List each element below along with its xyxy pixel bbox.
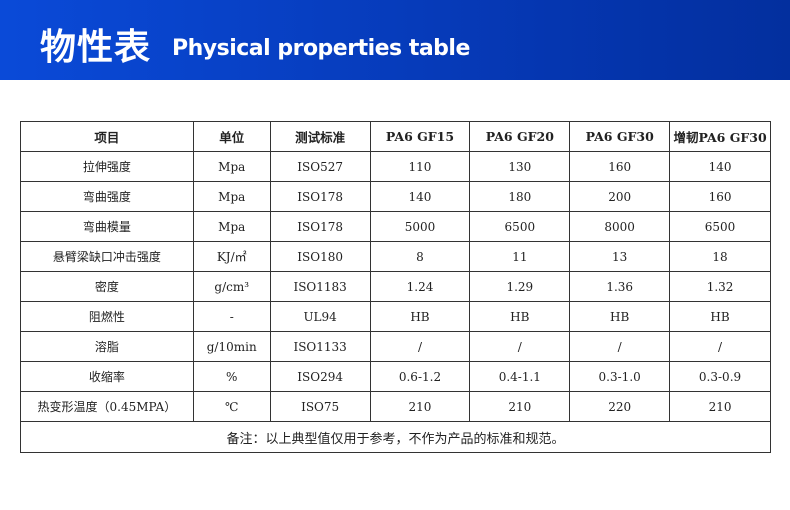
header-banner: 物性表 Physical properties table xyxy=(0,0,790,80)
column-header: 项目 xyxy=(20,121,194,152)
table-cell: ISO178 xyxy=(269,181,371,212)
table-cell: 160 xyxy=(669,181,771,212)
table-cell: Mpa xyxy=(192,181,271,212)
table-cell: HB xyxy=(369,301,471,332)
table-cell: 8000 xyxy=(569,211,671,242)
table-cell: % xyxy=(192,361,271,392)
property-name: 收缩率 xyxy=(20,361,194,392)
table-cell: 5000 xyxy=(369,211,471,242)
table-cell: 1.29 xyxy=(469,271,571,302)
table-cell: 11 xyxy=(469,241,571,272)
table-note: 备注：以上典型值仅用于参考，不作为产品的标准和规范。 xyxy=(20,421,771,453)
table-row: 拉伸强度 Mpa ISO527 110 130 160 140 xyxy=(20,151,771,182)
table-cell: ISO178 xyxy=(269,211,371,242)
table-cell: 210 xyxy=(669,391,771,422)
column-header: PA6 GF20 xyxy=(469,121,571,152)
table-cell: / xyxy=(569,331,671,362)
table-cell: 160 xyxy=(569,151,671,182)
table-cell: 1.36 xyxy=(569,271,671,302)
property-name: 弯曲模量 xyxy=(20,211,194,242)
title-cn: 物性表 xyxy=(40,27,152,68)
table-cell: ISO294 xyxy=(269,361,371,392)
column-header: 单位 xyxy=(192,121,271,152)
table-cell: 0.3-1.0 xyxy=(569,361,671,392)
table-row: 弯曲强度 Mpa ISO178 140 180 200 160 xyxy=(20,181,771,212)
table-cell: UL94 xyxy=(269,301,371,332)
table-cell: KJ/㎡ xyxy=(192,241,271,272)
table-cell: ISO1183 xyxy=(269,271,371,302)
table-cell: HB xyxy=(569,301,671,332)
table-row: 热变形温度（0.45MPA） ℃ ISO75 210 210 220 210 xyxy=(20,391,771,422)
table-cell: ISO75 xyxy=(269,391,371,422)
table-cell: 130 xyxy=(469,151,571,182)
table-cell: 110 xyxy=(369,151,471,182)
table-cell: 1.24 xyxy=(369,271,471,302)
table-cell: 200 xyxy=(569,181,671,212)
table-cell: g/10min xyxy=(192,331,271,362)
table-cell: Mpa xyxy=(192,211,271,242)
table-cell: ℃ xyxy=(192,391,271,422)
table-cell: 140 xyxy=(369,181,471,212)
table-cell: 180 xyxy=(469,181,571,212)
table-cell: / xyxy=(469,331,571,362)
table-cell: 210 xyxy=(469,391,571,422)
table-cell: ISO527 xyxy=(269,151,371,182)
property-name: 弯曲强度 xyxy=(20,181,194,212)
table-cell: 1.32 xyxy=(669,271,771,302)
table-row: 溶脂 g/10min ISO1133// / / xyxy=(20,331,771,362)
table-header-row: 项目 单位 测试标准 PA6 GF15 PA6 GF20 PA6 GF30 增韧PA6 GF… xyxy=(20,121,771,152)
property-name: 阻燃性 xyxy=(20,301,194,332)
property-name: 密度 xyxy=(20,271,194,302)
table-cell: / xyxy=(369,331,471,362)
table-row: 阻燃性 - UL94 HB HB HB HB xyxy=(20,301,771,332)
property-name: 热变形温度（0.45MPA） xyxy=(20,391,194,422)
column-header: PA6 GF15 xyxy=(369,121,471,152)
property-name: 溶脂 xyxy=(20,331,194,362)
table-cell: 13 xyxy=(569,241,671,272)
property-name: 拉伸强度 xyxy=(20,151,194,182)
table-cell: 8 xyxy=(369,241,471,272)
title-en: Physical properties table xyxy=(172,36,470,61)
table-cell: / xyxy=(669,331,771,362)
table-cell: HB xyxy=(669,301,771,332)
property-name: 悬臂梁缺口冲击强度 xyxy=(20,241,194,272)
table-row: 悬臂梁缺口冲击强度 KJ/㎡ ISO180 8 11 13 18 xyxy=(20,241,771,272)
table-cell: - xyxy=(192,301,271,332)
table-cell: 6500 xyxy=(669,211,771,242)
table-cell: 0.4-1.1 xyxy=(469,361,571,392)
table-cell: 6500 xyxy=(469,211,571,242)
table-row: 弯曲模量 Mpa ISO178 5000 6500 8000 6500 xyxy=(20,211,771,242)
table-cell: Mpa xyxy=(192,151,271,182)
table-cell: ISO180 xyxy=(269,241,371,272)
table-cell: ISO1133 xyxy=(269,331,371,362)
table-cell: 220 xyxy=(569,391,671,422)
table-cell: 18 xyxy=(669,241,771,272)
column-header: 增韧PA6 GF30 xyxy=(669,121,771,152)
table-cell: 140 xyxy=(669,151,771,182)
table-cell: 210 xyxy=(369,391,471,422)
properties-table: 项目 单位 测试标准 PA6 GF15 PA6 GF20 PA6 GF30 增韧PA6 GF… xyxy=(20,121,771,453)
table-row: 密度 g/cm³ ISO1183 1.24 1.29 1.36 1.32 xyxy=(20,271,771,302)
column-header: 测试标准 xyxy=(269,121,371,152)
table-cell: g/cm³ xyxy=(192,271,271,302)
table-cell: 0.6-1.2 xyxy=(369,361,471,392)
column-header: PA6 GF30 xyxy=(569,121,671,152)
table-row: 收缩率% ISO294 0.6-1.2 0.4-1.1 0.3-1.0 0.3-0.9 xyxy=(20,361,771,392)
table-cell: HB xyxy=(469,301,571,332)
table-cell: 0.3-0.9 xyxy=(669,361,771,392)
